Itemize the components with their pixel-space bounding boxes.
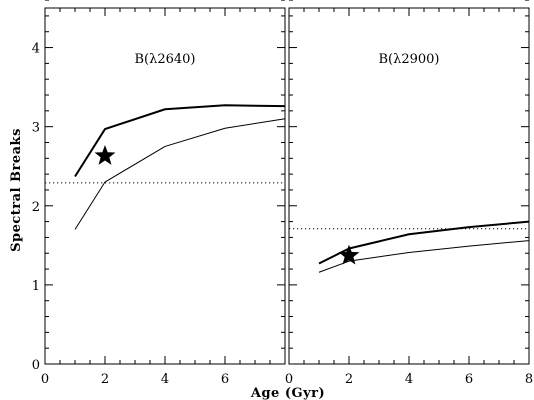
panel-title: B(λ2640)	[134, 52, 195, 67]
x-tick-label: 2	[101, 372, 109, 387]
series-line-thin	[318, 240, 530, 273]
x-tick-label: 4	[161, 372, 169, 387]
x-tick-label: 6	[465, 372, 473, 387]
star-marker	[94, 144, 116, 165]
y-tick-label: 3	[32, 121, 40, 136]
x-tick-label: 6	[221, 372, 229, 387]
panel-title: B(λ2900)	[378, 52, 439, 67]
x-tick-label: 4	[405, 372, 413, 387]
y-axis-label: Spectral Breaks	[9, 128, 24, 252]
x-tick-label: 0	[285, 372, 293, 387]
y-tick-label: 2	[32, 200, 40, 215]
series-line-thick	[74, 104, 286, 178]
series-line-thick	[318, 220, 530, 265]
x-axis-label: Age (Gyr)	[250, 386, 325, 400]
y-tick-label: 4	[32, 42, 40, 57]
x-tick-label: 8	[525, 372, 533, 387]
panel-2: 0 2 4 6 8 B(λ2900)	[285, 0, 533, 387]
star-marker	[338, 244, 360, 265]
x-tick-label: 0	[41, 372, 49, 387]
panel-1: 0 2 4 6 0 1 2 3 4 B(λ2640)	[32, 0, 286, 387]
series-line-thin	[74, 118, 286, 230]
y-tick-label: 0	[32, 358, 40, 373]
x-tick-label: 2	[345, 372, 353, 387]
y-tick-label: 1	[32, 279, 40, 294]
